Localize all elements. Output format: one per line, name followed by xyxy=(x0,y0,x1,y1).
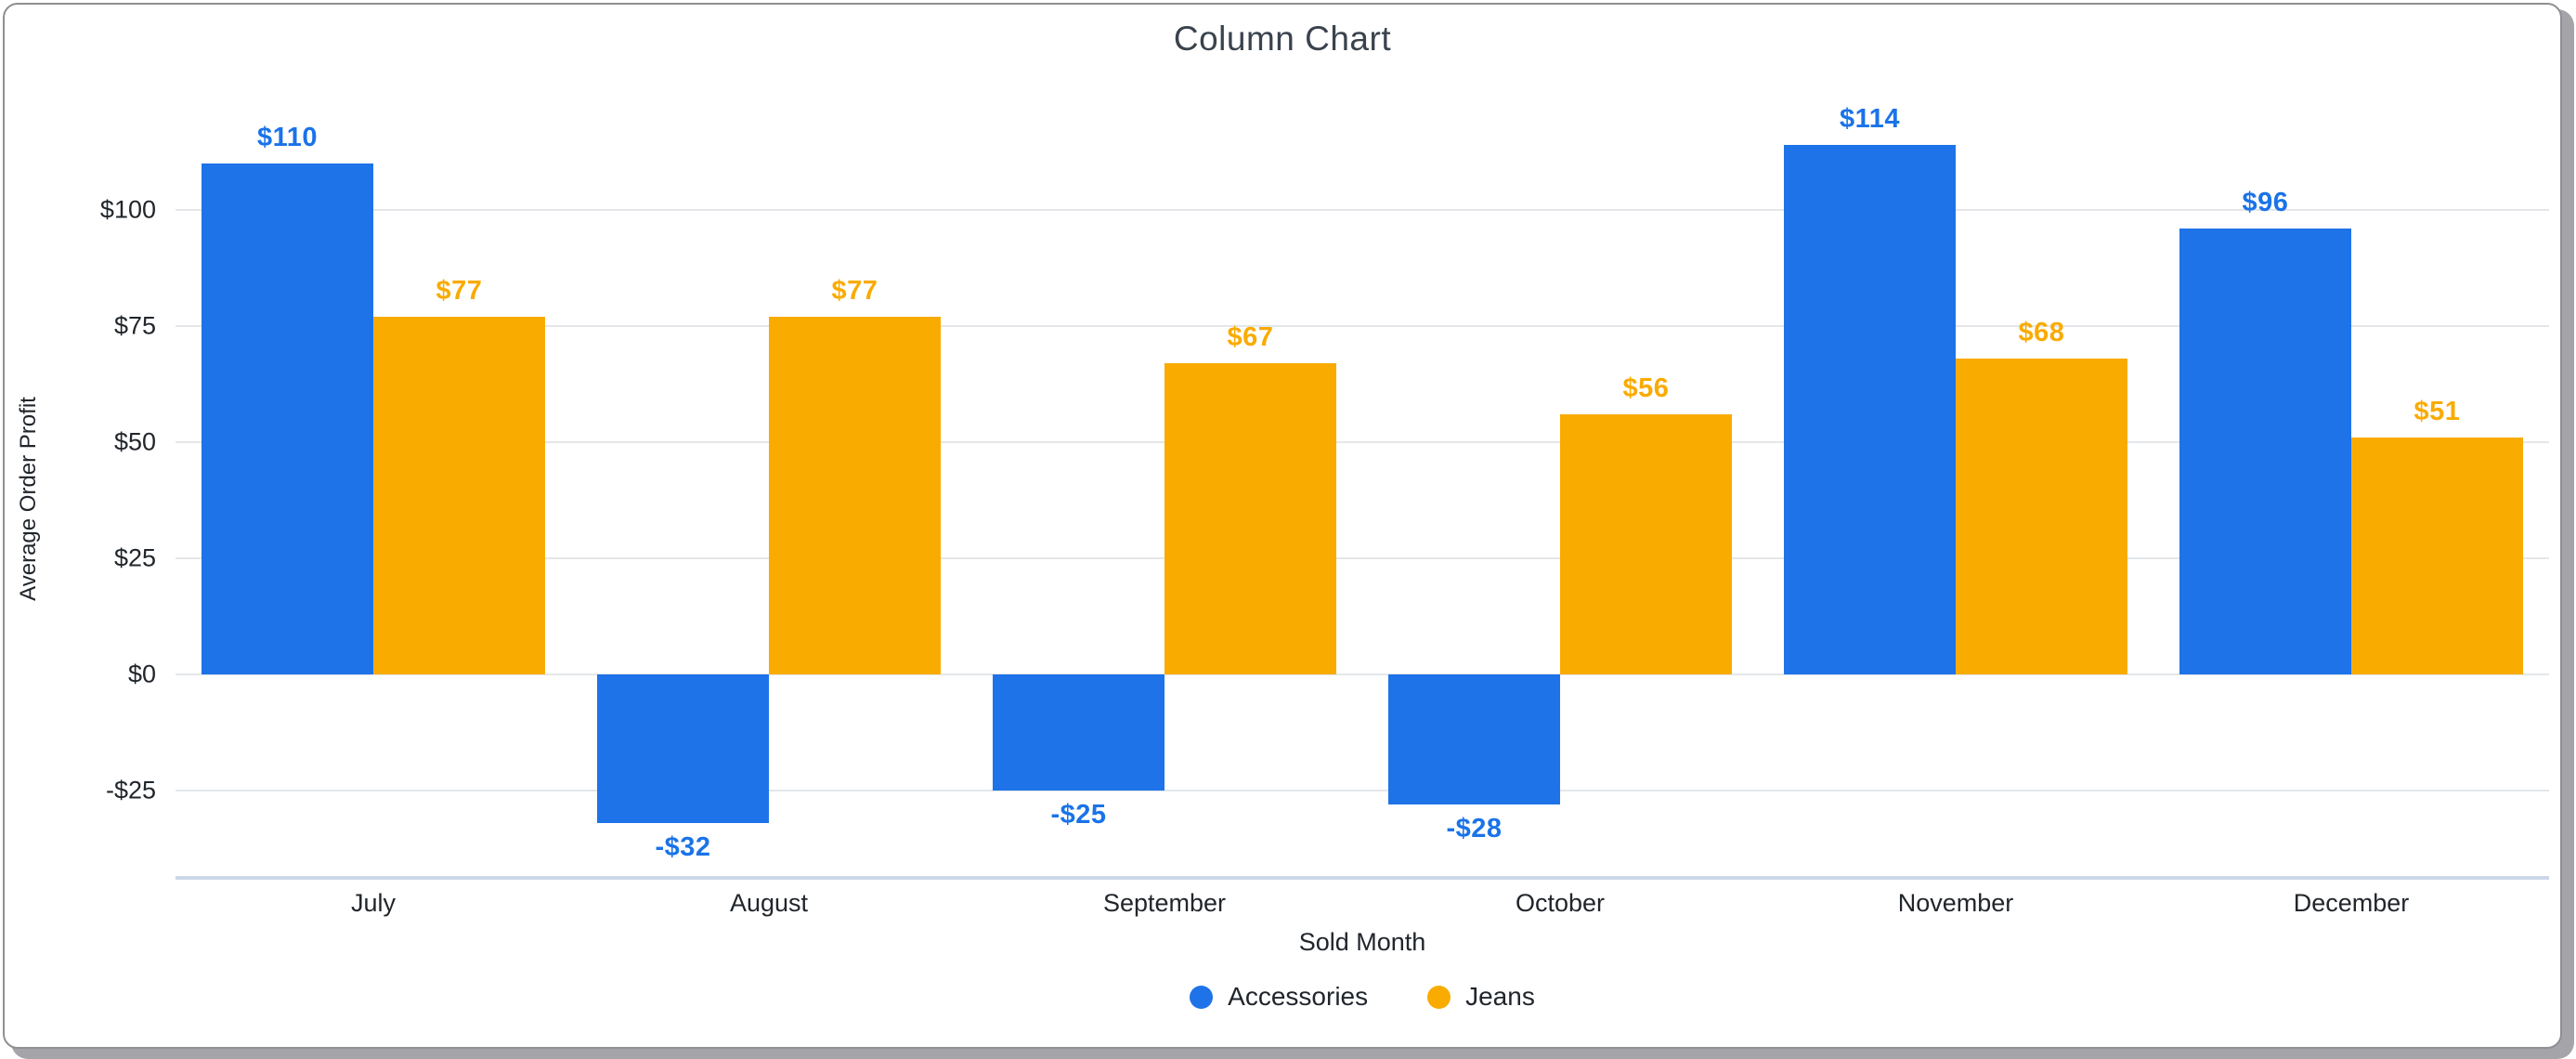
y-tick-label--0: $0 xyxy=(127,660,156,687)
legend-item-accessories[interactable]: Accessories xyxy=(1190,982,1368,1012)
bar-jeans-november[interactable] xyxy=(1956,358,2127,674)
legend-label: Jeans xyxy=(1465,982,1535,1011)
value-label-accessories-september: -$25 xyxy=(1050,799,1107,830)
gridline--100 xyxy=(176,208,2549,211)
x-tick-label-july: July xyxy=(350,889,396,917)
gridline--75 xyxy=(176,324,2549,327)
y-tick-label--100: $100 xyxy=(99,195,156,223)
value-label-jeans-november: $68 xyxy=(2018,317,2065,347)
value-label-accessories-october: -$28 xyxy=(1446,813,1503,843)
bar-accessories-december[interactable] xyxy=(2179,228,2351,674)
legend-label: Accessories xyxy=(1228,982,1369,1011)
bar-accessories-october[interactable] xyxy=(1388,673,1560,804)
value-label-jeans-september: $67 xyxy=(1227,321,1274,352)
gridline--0 xyxy=(176,673,2549,675)
y-tick-label--75: $75 xyxy=(113,311,156,339)
value-label-jeans-july: $77 xyxy=(436,275,483,306)
x-tick-label-november: November xyxy=(1897,889,2014,917)
gridline---25 xyxy=(176,789,2549,791)
bar-jeans-october[interactable] xyxy=(1560,413,1732,674)
x-tick-label-september: September xyxy=(1102,889,1227,917)
gridline--50 xyxy=(176,440,2549,443)
x-axis-title: Sold Month xyxy=(1298,928,1426,956)
legend: Accessories Jeans xyxy=(176,982,2549,1012)
bar-jeans-december[interactable] xyxy=(2351,437,2523,674)
y-axis: $100 $75 $50 $25 $0 -$25 xyxy=(5,114,156,876)
value-label-jeans-august: $77 xyxy=(831,275,878,306)
value-label-accessories-july: $110 xyxy=(257,122,318,152)
bar-accessories-november[interactable] xyxy=(1784,144,1956,674)
bar-accessories-august[interactable] xyxy=(597,673,769,823)
bar-jeans-august[interactable] xyxy=(769,316,941,674)
y-tick-label--25: $25 xyxy=(113,543,156,571)
bar-accessories-september[interactable] xyxy=(993,673,1164,791)
bar-jeans-july[interactable] xyxy=(373,316,545,674)
value-label-accessories-december: $96 xyxy=(2242,187,2289,217)
chart-window: Column Chart Average Order Profit $100 $7… xyxy=(3,3,2562,1049)
y-tick-label--50: $50 xyxy=(113,427,156,455)
value-label-accessories-november: $114 xyxy=(1840,103,1900,134)
value-label-accessories-august: -$32 xyxy=(655,831,711,862)
x-tick-label-december: December xyxy=(2293,889,2410,917)
x-tick-label-october: October xyxy=(1515,889,1606,917)
gridline--25 xyxy=(176,556,2549,559)
value-label-jeans-december: $51 xyxy=(2413,396,2461,426)
bar-jeans-september[interactable] xyxy=(1164,362,1336,674)
legend-dot-icon xyxy=(1427,985,1451,1009)
x-axis: July August September October November Decemb… xyxy=(176,889,2549,921)
x-tick-label-august: August xyxy=(729,889,809,917)
chart-title: Column Chart xyxy=(1173,20,1392,58)
y-tick-label---25: -$25 xyxy=(105,776,156,804)
legend-dot-icon xyxy=(1190,985,1214,1009)
plot-area: $110 $77 -$32 $77 -$25 $67 -$28 $56 $114 $68 $96 $5… xyxy=(176,104,2549,880)
value-label-jeans-october: $56 xyxy=(1622,373,1670,403)
bar-accessories-july[interactable] xyxy=(202,163,373,674)
legend-item-jeans[interactable]: Jeans xyxy=(1427,982,1535,1012)
